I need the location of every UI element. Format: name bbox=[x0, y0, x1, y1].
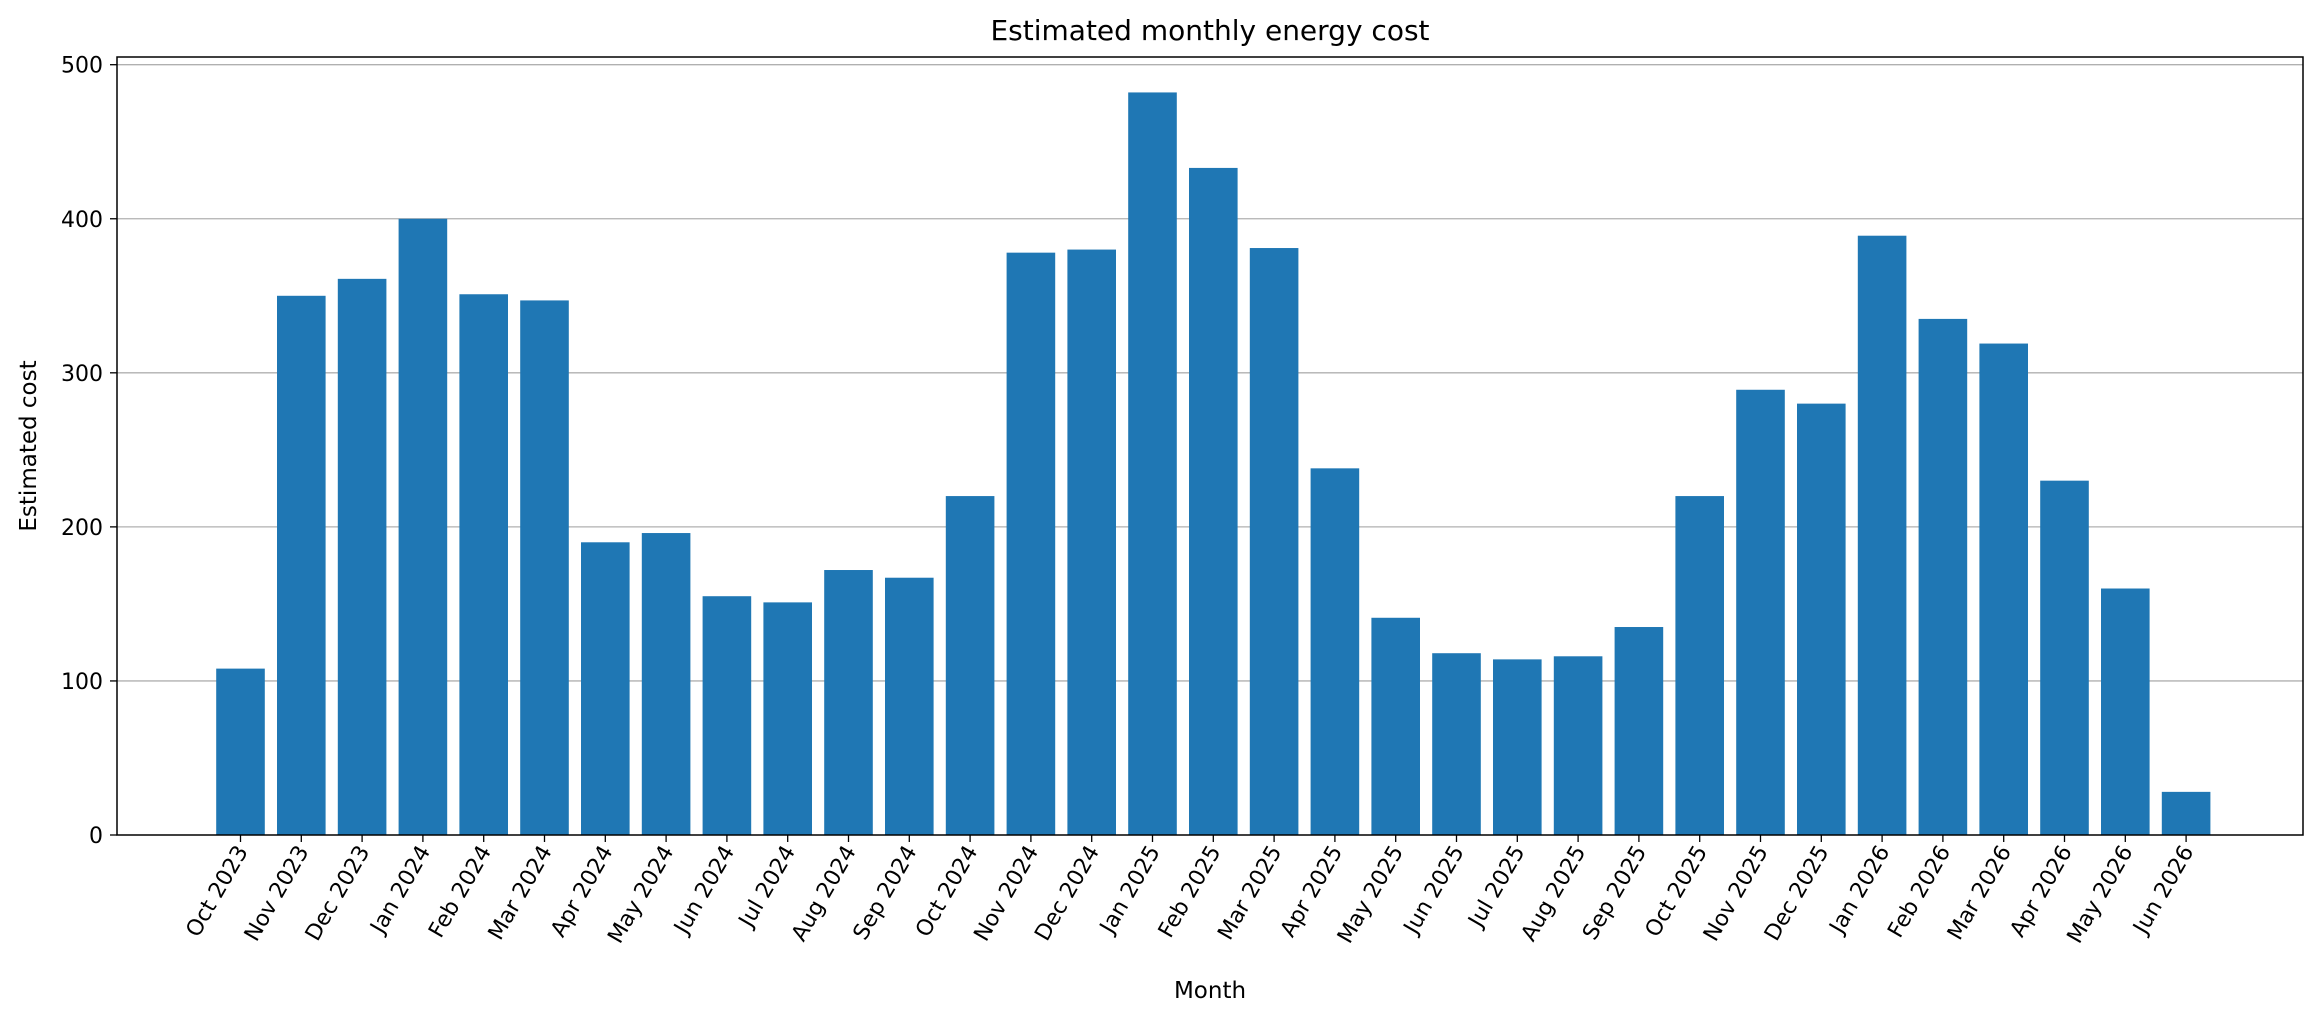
bar-jan-2024 bbox=[398, 218, 448, 835]
y-tick-label: 200 bbox=[61, 516, 103, 541]
bar-oct-2024 bbox=[945, 496, 995, 835]
plot-frame bbox=[116, 56, 2304, 836]
bar-nov-2023 bbox=[277, 295, 326, 835]
bar-sep-2024 bbox=[885, 577, 934, 835]
bar-jun-2025 bbox=[1432, 653, 1481, 835]
bar-jan-2025 bbox=[1128, 92, 1177, 836]
y-axis-label: Estimated cost bbox=[16, 360, 42, 531]
bar-sep-2025 bbox=[1614, 627, 1664, 835]
bar-mar-2025 bbox=[1249, 248, 1299, 835]
bar-dec-2025 bbox=[1797, 403, 1846, 835]
bar-jul-2024 bbox=[763, 602, 812, 835]
bar-jan-2026 bbox=[1857, 235, 1907, 835]
y-tick-label: 0 bbox=[89, 824, 103, 849]
bar-may-2026 bbox=[2101, 588, 2150, 835]
y-tick-label: 500 bbox=[61, 54, 103, 79]
bar-apr-2025 bbox=[1310, 468, 1360, 835]
bar-apr-2024 bbox=[581, 542, 630, 835]
bar-nov-2024 bbox=[1006, 252, 1056, 835]
bar-aug-2024 bbox=[824, 570, 873, 835]
x-axis-label: Month bbox=[1174, 978, 1246, 1004]
y-axis: 0 100 200 300 400 500 bbox=[61, 54, 117, 849]
bar-mar-2026 bbox=[1979, 343, 2028, 835]
bar-feb-2024 bbox=[459, 294, 508, 836]
bar-dec-2023 bbox=[337, 278, 387, 835]
y-tick-label: 400 bbox=[61, 208, 103, 233]
bar-may-2025 bbox=[1371, 617, 1420, 835]
bar-may-2024 bbox=[641, 533, 691, 835]
bar-aug-2025 bbox=[1553, 656, 1603, 835]
bar-jul-2025 bbox=[1493, 659, 1542, 835]
bar-dec-2024 bbox=[1067, 249, 1116, 835]
bar-jun-2026 bbox=[2161, 791, 2211, 835]
bar-nov-2025 bbox=[1736, 389, 1785, 835]
bars bbox=[216, 92, 2211, 836]
bar-jun-2024 bbox=[702, 596, 752, 835]
y-tick-label: 100 bbox=[61, 670, 103, 695]
bar-mar-2024 bbox=[520, 300, 569, 836]
bar-oct-2025 bbox=[1675, 496, 1724, 835]
y-tick-label: 300 bbox=[61, 362, 103, 387]
bar-feb-2025 bbox=[1189, 167, 1238, 835]
bar-oct-2023 bbox=[216, 668, 265, 835]
bar-apr-2026 bbox=[2040, 480, 2089, 835]
bar-feb-2026 bbox=[1918, 318, 1968, 835]
chart-title: Estimated monthly energy cost bbox=[990, 14, 1429, 47]
